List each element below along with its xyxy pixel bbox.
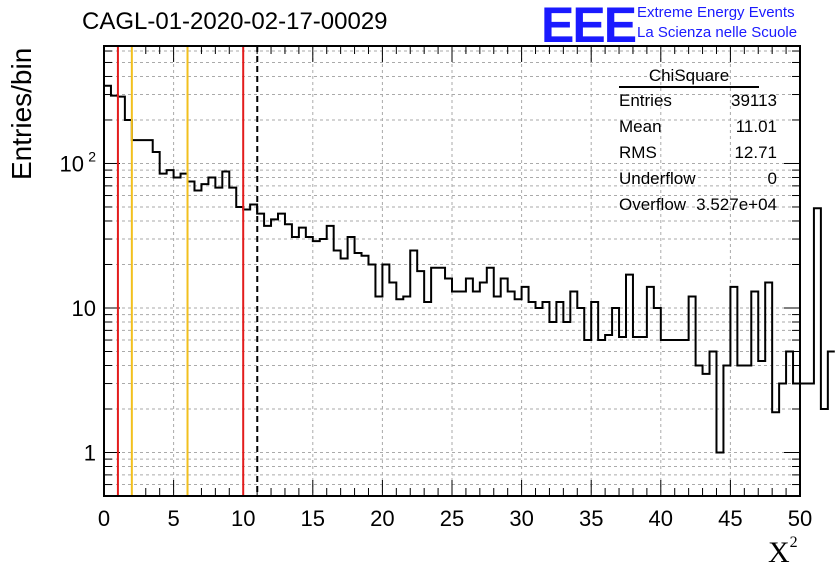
stats-row-mean: Mean 11.01	[619, 114, 777, 140]
stats-label: Overflow	[619, 195, 687, 214]
x-tick-label: 45	[718, 506, 742, 531]
stats-title: ChiSquare	[619, 66, 759, 88]
x-tick-label: 40	[649, 506, 673, 531]
x-tick-label: 35	[579, 506, 603, 531]
x-axis-label: X2	[768, 534, 798, 570]
chart-title: CAGL-01-2020-02-17-00029	[82, 8, 388, 35]
stats-value: 0	[767, 169, 777, 188]
x-axis-label-text: X	[768, 536, 790, 569]
stats-label: Mean	[619, 117, 662, 136]
y-tick-label: 10	[60, 151, 84, 176]
stats-row-overflow: Overflow 3.527e+04	[619, 192, 777, 218]
stats-value: 12.71	[734, 143, 777, 162]
stats-box: ChiSquare Entries 39113 Mean 11.01 RMS 12.7…	[611, 66, 777, 218]
x-tick-label: 30	[509, 506, 533, 531]
eee-logo: EEE	[541, 0, 637, 53]
logo-tagline-2: La Scienza nelle Scuole	[637, 24, 798, 41]
stats-row-underflow: Underflow 0	[619, 166, 777, 192]
stats-row-entries: Entries 39113	[619, 88, 777, 114]
x-tick-label: 50	[788, 506, 812, 531]
y-tick-label: 10	[72, 296, 96, 321]
x-tick-label: 0	[98, 506, 110, 531]
stats-value: 39113	[730, 91, 777, 110]
x-tick-label: 25	[440, 506, 464, 531]
x-tick-label: 10	[231, 506, 255, 531]
stats-value: 11.01	[735, 117, 777, 136]
logo-tagline-1: Extreme Energy Events	[637, 4, 795, 21]
y-axis-label: Entries/bin	[6, 47, 37, 180]
x-tick-label: 15	[301, 506, 325, 531]
stats-value: 3.527e+04	[696, 195, 777, 214]
stats-label: RMS	[619, 143, 657, 162]
x-tick-label: 5	[167, 506, 179, 531]
stats-label: Underflow	[619, 169, 696, 188]
stats-label: Entries	[619, 91, 672, 110]
plot-frame	[103, 45, 801, 497]
y-tick-label: 1	[84, 440, 96, 465]
x-axis-label-sup: 2	[789, 534, 798, 551]
histogram-series	[104, 84, 835, 454]
x-tick-label: 20	[370, 506, 394, 531]
y-tick-label-exponent: 2	[88, 148, 96, 164]
stats-row-rms: RMS 12.71	[619, 140, 777, 166]
